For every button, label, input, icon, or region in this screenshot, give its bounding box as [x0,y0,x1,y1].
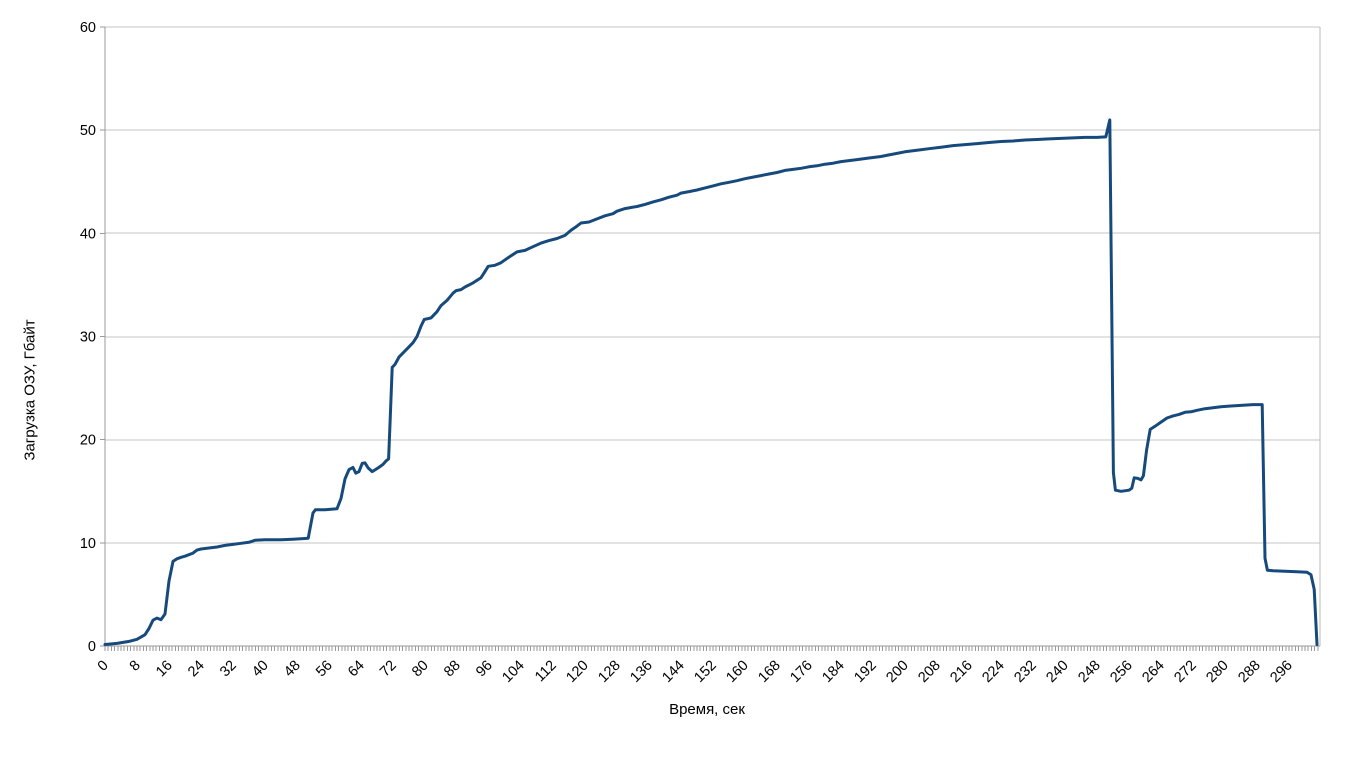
x-tick-label: 216 [947,658,975,686]
x-tick-label: 184 [819,658,847,686]
x-tick-label: 56 [313,658,336,681]
x-tick-label: 192 [851,658,879,686]
x-tick-label: 40 [249,658,272,681]
x-tick-label: 264 [1139,658,1167,686]
y-axis-title: Загрузка ОЗУ, Гбайт [21,319,39,461]
y-tick-label: 0 [88,639,96,655]
x-tick-label: 296 [1267,658,1295,686]
x-tick-label: 104 [499,658,527,686]
x-tick-label: 248 [1075,658,1103,686]
x-tick-label: 240 [1043,658,1071,686]
y-tick-label: 20 [80,433,96,449]
x-tick-label: 208 [915,658,943,686]
x-tick-label: 0 [95,658,112,675]
x-tick-label: 80 [409,658,432,681]
x-tick-label: 288 [1235,658,1263,686]
x-tick-label: 24 [185,658,208,681]
x-tick-label: 128 [595,658,623,686]
y-tick-label: 30 [80,330,96,346]
y-tick-label: 60 [80,20,96,36]
x-tick-label: 280 [1203,658,1231,686]
x-tick-label: 32 [217,658,240,681]
x-tick-label: 256 [1107,658,1135,686]
x-tick-label: 160 [723,658,751,686]
x-tick-label: 88 [441,658,464,681]
x-tick-label: 64 [345,658,368,681]
y-tick-label: 10 [80,536,96,552]
x-tick-label: 112 [532,658,560,686]
x-tick-label: 96 [473,658,496,681]
series-line [103,118,1319,646]
x-tick-label: 16 [153,658,176,681]
x-tick-label: 224 [979,658,1007,686]
x-tick-label: 200 [883,658,911,686]
x-tick-label: 272 [1171,658,1199,686]
x-tick-label: 72 [377,658,400,681]
x-tick-label: 8 [127,658,144,675]
x-tick-label: 168 [755,658,783,686]
x-tick-label: 136 [627,658,655,686]
x-tick-label: 120 [563,658,591,686]
x-tick-label: 152 [691,658,719,686]
x-tick-label: 144 [659,658,687,686]
x-tick-label: 176 [787,658,815,686]
y-tick-label: 40 [80,226,96,242]
y-tick-label: 50 [80,123,96,139]
x-tick-label: 48 [281,658,304,681]
x-tick-label: 232 [1011,658,1039,686]
x-axis-title: Время, сек [669,701,745,718]
